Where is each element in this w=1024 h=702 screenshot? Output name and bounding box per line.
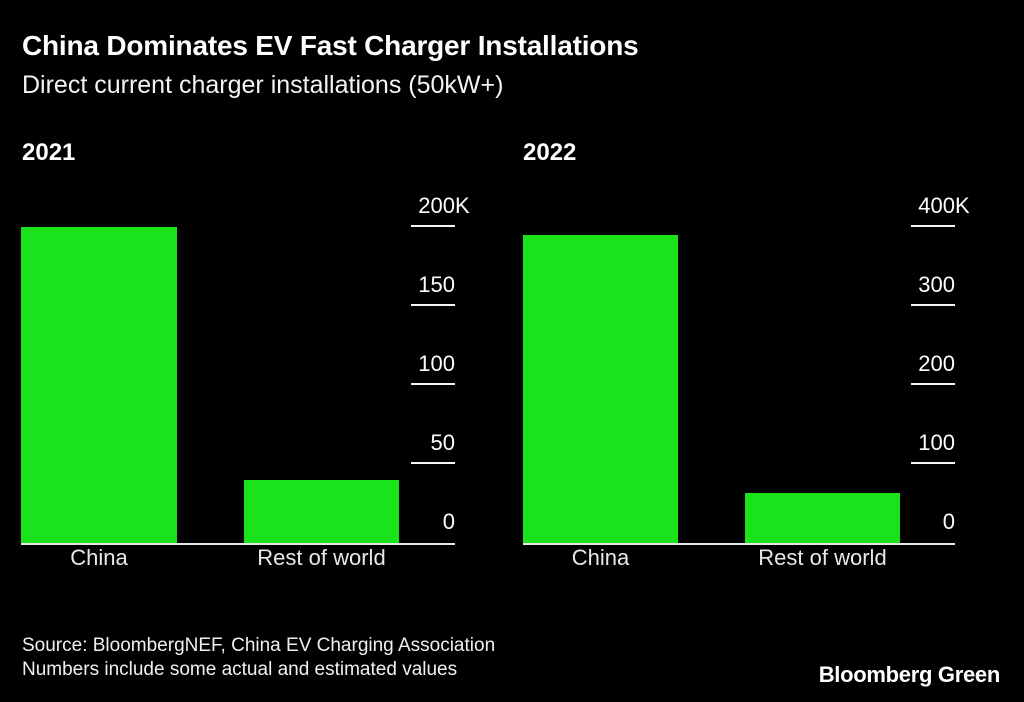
category-label-china-2021: China bbox=[70, 545, 128, 570]
tick-number: 200 bbox=[918, 351, 955, 376]
category-label-rest-of-world-2022: Rest of world bbox=[758, 545, 887, 570]
tick-unit-suffix: K bbox=[455, 193, 470, 218]
tick-number: 300 bbox=[918, 272, 955, 297]
tick-number: 400 bbox=[918, 193, 955, 218]
x-axis-2021 bbox=[21, 543, 455, 545]
panel-year-label-2021: 2021 bbox=[22, 139, 76, 166]
tick-line-100-2022 bbox=[911, 462, 955, 464]
tick-label-0-2022: 0 bbox=[943, 511, 955, 533]
x-axis-2022 bbox=[523, 543, 955, 545]
tick-line-200K-2021 bbox=[411, 225, 455, 227]
bar-rest-of-world-2021 bbox=[244, 480, 399, 543]
bar-rest-of-world-2022 bbox=[745, 493, 900, 543]
tick-line-400K-2022 bbox=[911, 225, 955, 227]
tick-number: 50 bbox=[430, 430, 455, 455]
tick-line-100-2021 bbox=[411, 383, 455, 385]
tick-label-400K-2022: 400 K bbox=[918, 193, 969, 218]
tick-number: 0 bbox=[442, 509, 455, 534]
tick-number: 150 bbox=[418, 272, 455, 297]
tick-label-0-2021: 0 bbox=[443, 511, 455, 533]
source-line: Source: BloombergNEF, China EV Charging … bbox=[22, 635, 496, 656]
bar-china-2022 bbox=[523, 235, 678, 543]
tick-label-300-2022: 300 bbox=[918, 274, 955, 296]
tick-number: 200 bbox=[418, 193, 455, 218]
category-label-china-2022: China bbox=[571, 545, 630, 570]
tick-number: 100 bbox=[418, 351, 455, 376]
tick-number: 0 bbox=[942, 509, 955, 534]
category-label-rest-of-world-2021: Rest of world bbox=[257, 545, 386, 570]
tick-unit-suffix: K bbox=[955, 193, 970, 218]
tick-label-200-2022: 200 bbox=[918, 353, 955, 375]
panel-year-label-2022: 2022 bbox=[523, 139, 577, 166]
tick-label-150-2021: 150 bbox=[418, 274, 455, 296]
tick-label-200K-2021: 200 K bbox=[418, 193, 469, 218]
tick-line-200-2022 bbox=[911, 383, 955, 385]
estimate-note-line: Numbers include some actual and estimate… bbox=[22, 659, 458, 680]
tick-label-50-2021: 50 bbox=[431, 432, 455, 454]
tick-line-300-2022 bbox=[911, 304, 955, 306]
tick-label-100-2021: 100 bbox=[418, 353, 455, 375]
source-note: Source: BloombergNEF, China EV Charging … bbox=[22, 634, 495, 682]
chart-title: China Dominates EV Fast Charger Installa… bbox=[22, 30, 639, 61]
tick-label-100-2022: 100 bbox=[918, 432, 955, 454]
bloomberg-green-logo: Bloomberg Green bbox=[818, 662, 1001, 687]
tick-number: 100 bbox=[918, 430, 955, 455]
tick-line-50-2021 bbox=[411, 462, 455, 464]
tick-line-150-2021 bbox=[411, 304, 455, 306]
bar-china-2021 bbox=[21, 227, 177, 543]
chart-subtitle: Direct current charger installations (50… bbox=[22, 71, 504, 99]
